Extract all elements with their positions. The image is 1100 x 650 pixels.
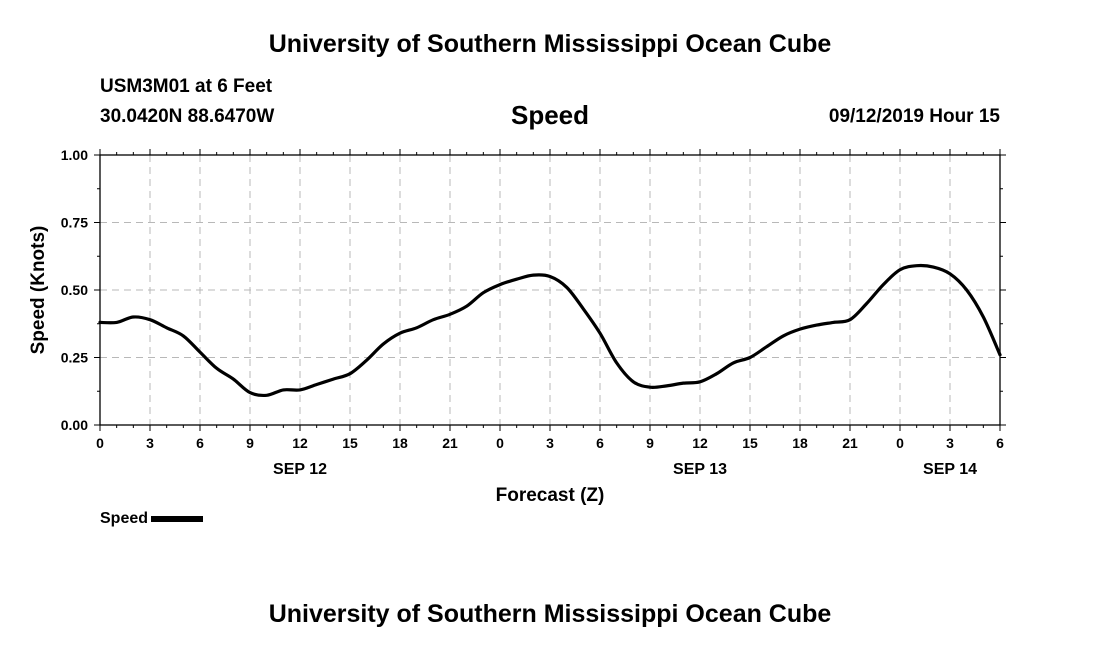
x-tick-label-10: 6 (596, 435, 604, 451)
x-tick-label-13: 15 (742, 435, 758, 451)
x-tick-label-1: 3 (146, 435, 154, 451)
y-tick-label-1: 0.25 (61, 350, 88, 366)
date-label-0: SEP 12 (273, 461, 327, 478)
forecast-datetime: 09/12/2019 Hour 15 (828, 106, 1000, 127)
x-tick-label-5: 15 (342, 435, 358, 451)
series-line-speed (98, 263, 1002, 398)
x-tick-label-12: 12 (692, 435, 708, 451)
chart-title: University of Southern Mississippi Ocean… (268, 30, 832, 58)
x-tick-label-15: 21 (842, 435, 858, 451)
date-label-1: SEP 13 (673, 461, 727, 478)
x-tick-label-0: 0 (96, 435, 104, 451)
x-tick-label-17: 3 (946, 435, 954, 451)
x-axis-label: Forecast (Z) (496, 485, 605, 506)
x-tick-label-4: 12 (292, 435, 308, 451)
date-label-2: SEP 14 (923, 461, 977, 478)
y-tick-label-0: 0.00 (61, 417, 88, 433)
y-tick-label-2: 0.50 (61, 282, 88, 298)
x-tick-label-11: 9 (646, 435, 654, 451)
x-tick-label-8: 0 (496, 435, 504, 451)
x-tick-label-7: 21 (442, 435, 458, 451)
x-tick-label-6: 18 (392, 435, 408, 451)
x-tick-label-3: 9 (246, 435, 254, 451)
coordinates-label: 30.0420N 88.6470W (100, 106, 275, 127)
x-tick-label-9: 3 (546, 435, 554, 451)
x-tick-label-14: 18 (792, 435, 808, 451)
y-axis-label: Speed (Knots) (28, 226, 49, 355)
legend-label: Speed (100, 510, 149, 527)
legend: Speed (100, 510, 204, 528)
legend-swatch (151, 516, 204, 522)
footer-title: University of Southern Mississippi Ocean… (268, 600, 832, 628)
x-tick-label-2: 6 (196, 435, 204, 451)
x-tick-label-18: 6 (996, 435, 1004, 451)
variable-title: Speed (510, 100, 590, 130)
x-tick-label-16: 0 (896, 435, 904, 451)
station-label: USM3M01 at 6 Feet (100, 76, 273, 97)
y-tick-label-4: 1.00 (61, 147, 88, 163)
y-tick-label-3: 0.75 (61, 215, 88, 231)
